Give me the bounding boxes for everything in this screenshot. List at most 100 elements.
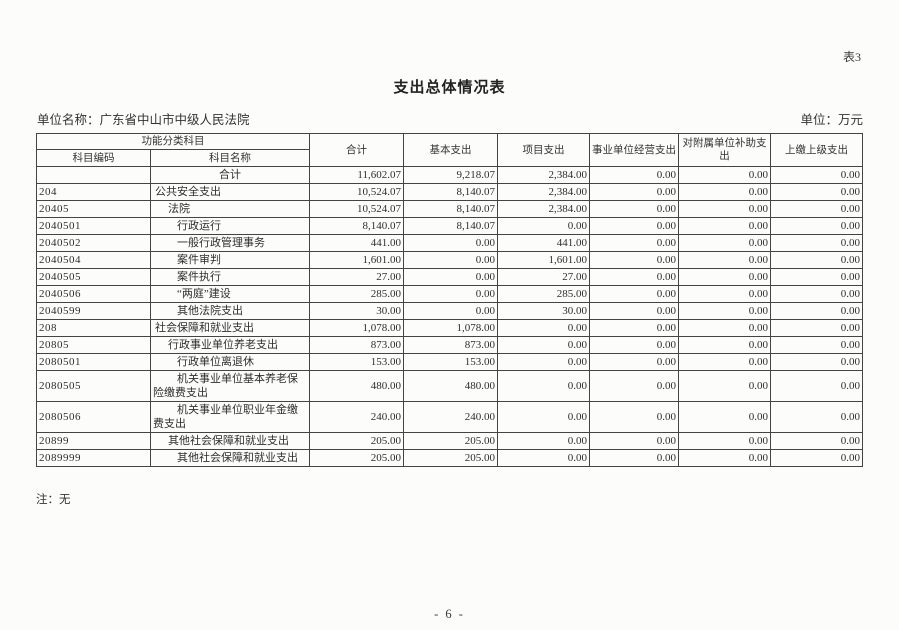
upper-remit-cell: 0.00: [770, 200, 863, 218]
project-expense-cell: 0.00: [497, 449, 590, 467]
basic-expense-cell: 1,078.00: [403, 319, 498, 337]
subject-name-cell: 案件审判: [150, 251, 310, 269]
header-subject-name: 科目名称: [150, 149, 310, 167]
total-cell: 441.00: [309, 234, 404, 252]
table-row: 2040505 案件执行 27.00 0.00 27.00 0.00 0.00 0.00: [36, 268, 863, 286]
total-cell: 240.00: [309, 401, 404, 433]
subsidy-expense-cell: 0.00: [678, 251, 771, 269]
operating-expense-cell: 0.00: [589, 200, 679, 218]
total-cell: 8,140.07: [309, 217, 404, 235]
operating-expense-cell: 0.00: [589, 251, 679, 269]
subject-name-cell: 行政单位离退休: [150, 353, 310, 371]
subsidy-expense-cell: 0.00: [678, 200, 771, 218]
info-line: 单位名称：广东省中山市中级人民法院 单位：万元: [37, 109, 863, 128]
page-title: 支出总体情况表: [393, 80, 506, 96]
header-upper-remit: 上缴上级支出: [770, 133, 863, 167]
header-total: 合计: [309, 133, 404, 167]
page-number: - 6 -: [434, 607, 465, 621]
subject-code-cell: 20899: [36, 432, 151, 450]
basic-expense-cell: 480.00: [403, 370, 498, 402]
basic-expense-cell: 240.00: [403, 401, 498, 433]
basic-expense-cell: 153.00: [403, 353, 498, 371]
total-cell: 10,524.07: [309, 200, 404, 218]
upper-remit-cell: 0.00: [770, 319, 863, 337]
unit-measure-label: 单位：万元: [800, 113, 863, 127]
basic-expense-cell: 9,218.07: [403, 166, 498, 184]
basic-expense-cell: 205.00: [403, 449, 498, 467]
header-func-group: 功能分类科目: [36, 133, 310, 150]
subsidy-expense-cell: 0.00: [678, 268, 771, 286]
operating-expense-cell: 0.00: [589, 449, 679, 467]
table-row: 20899 其他社会保障和就业支出 205.00 205.00 0.00 0.00 0.00…: [36, 432, 863, 450]
subsidy-expense-cell: 0.00: [678, 432, 771, 450]
header-subsidy-expense: 对附属单位补助支出: [678, 133, 771, 167]
subject-code-cell: 208: [36, 319, 151, 337]
operating-expense-cell: 0.00: [589, 319, 679, 337]
operating-expense-cell: 0.00: [589, 285, 679, 303]
header-basic-expense: 基本支出: [403, 133, 498, 167]
total-cell: 27.00: [309, 268, 404, 286]
footnote: 注：无: [36, 494, 71, 506]
operating-expense-cell: 0.00: [589, 401, 679, 433]
upper-remit-cell: 0.00: [770, 302, 863, 320]
subject-name-cell: “两庭”建设: [150, 285, 310, 303]
total-cell: 205.00: [309, 449, 404, 467]
basic-expense-cell: 205.00: [403, 432, 498, 450]
subject-name-cell: 公共安全支出: [150, 183, 310, 201]
upper-remit-cell: 0.00: [770, 183, 863, 201]
table-row: 20805 行政事业单位养老支出 873.00 873.00 0.00 0.00 0.00 0…: [36, 336, 863, 354]
table-row: 2080506 机关事业单位职业年金缴费支出 240.00 240.00 0.00 0.0…: [36, 401, 863, 433]
upper-remit-cell: 0.00: [770, 285, 863, 303]
subject-code-cell: 2040502: [36, 234, 151, 252]
total-cell: 1,078.00: [309, 319, 404, 337]
subject-code-cell: 2040501: [36, 217, 151, 235]
table-body: 合计 11,602.07 9,218.07 2,384.00 0.00 0.00 0.00 2…: [36, 166, 863, 467]
subsidy-expense-cell: 0.00: [678, 353, 771, 371]
operating-expense-cell: 0.00: [589, 302, 679, 320]
subject-name-cell: 其他社会保障和就业支出: [150, 432, 310, 450]
basic-expense-cell: 0.00: [403, 251, 498, 269]
operating-expense-cell: 0.00: [589, 183, 679, 201]
table-tag: 表3: [842, 50, 861, 64]
subject-code-cell: 2040504: [36, 251, 151, 269]
upper-remit-cell: 0.00: [770, 268, 863, 286]
subject-code-cell: 20805: [36, 336, 151, 354]
subject-code-cell: 2040599: [36, 302, 151, 320]
total-cell: 285.00: [309, 285, 404, 303]
subsidy-expense-cell: 0.00: [678, 302, 771, 320]
project-expense-cell: 0.00: [497, 432, 590, 450]
basic-expense-cell: 8,140.07: [403, 183, 498, 201]
total-cell: 1,601.00: [309, 251, 404, 269]
operating-expense-cell: 0.00: [589, 234, 679, 252]
header-project-expense: 项目支出: [497, 133, 590, 167]
subsidy-expense-cell: 0.00: [678, 336, 771, 354]
subsidy-expense-cell: 0.00: [678, 285, 771, 303]
table-row: 合计 11,602.07 9,218.07 2,384.00 0.00 0.00 0.00: [36, 166, 863, 184]
subject-name-cell: 其他社会保障和就业支出: [150, 449, 310, 467]
table-row: 2040502 一般行政管理事务 441.00 0.00 441.00 0.00 0.00 0…: [36, 234, 863, 252]
project-expense-cell: 0.00: [497, 370, 590, 402]
subsidy-expense-cell: 0.00: [678, 449, 771, 467]
table-row: 20405 法院 10,524.07 8,140.07 2,384.00 0.00 0.00…: [36, 200, 863, 218]
subject-name-cell: 合计: [150, 166, 310, 184]
subject-name-cell: 一般行政管理事务: [150, 234, 310, 252]
operating-expense-cell: 0.00: [589, 370, 679, 402]
project-expense-cell: 27.00: [497, 268, 590, 286]
operating-expense-cell: 0.00: [589, 353, 679, 371]
table-row: 2040504 案件审判 1,601.00 0.00 1,601.00 0.00 0.00 0…: [36, 251, 863, 269]
subject-name-cell: 社会保障和就业支出: [150, 319, 310, 337]
subject-name-cell: 其他法院支出: [150, 302, 310, 320]
basic-expense-cell: 0.00: [403, 302, 498, 320]
table-row: 2040506 “两庭”建设 285.00 0.00 285.00 0.00 0.00 0.0…: [36, 285, 863, 303]
subject-code-cell: 20405: [36, 200, 151, 218]
project-expense-cell: 0.00: [497, 319, 590, 337]
table-row: 2040501 行政运行 8,140.07 8,140.07 0.00 0.00 0.00 0…: [36, 217, 863, 235]
project-expense-cell: 1,601.00: [497, 251, 590, 269]
subsidy-expense-cell: 0.00: [678, 217, 771, 235]
upper-remit-cell: 0.00: [770, 336, 863, 354]
table-row: 2089999 其他社会保障和就业支出 205.00 205.00 0.00 0.00 0.…: [36, 449, 863, 467]
header-operating-expense: 事业单位经营支出: [589, 133, 679, 167]
expenditure-table: 功能分类科目 合计 基本支出 项目支出 事业单位经营支出 对附属单位补助支出 上…: [36, 133, 863, 467]
total-cell: 11,602.07: [309, 166, 404, 184]
upper-remit-cell: 0.00: [770, 251, 863, 269]
